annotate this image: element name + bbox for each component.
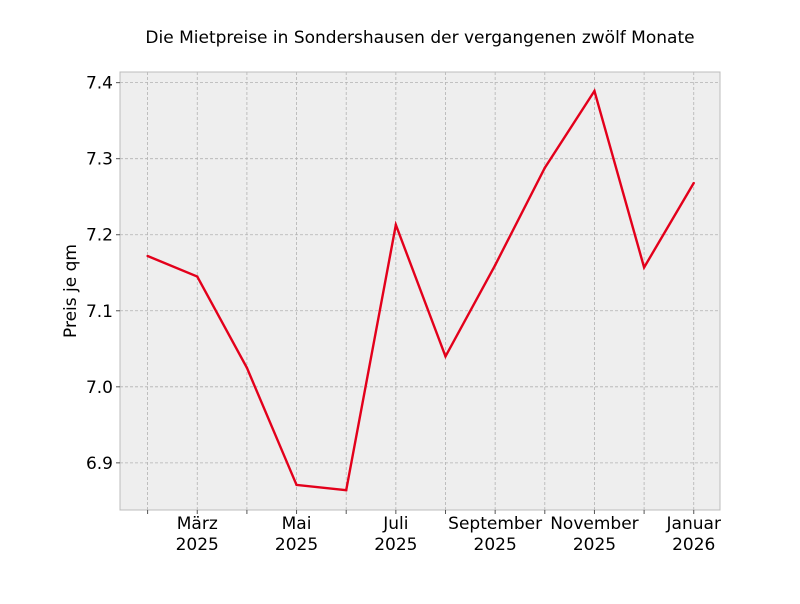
data-point [196,275,199,278]
data-point [493,263,497,267]
y-tick-label: 6.9 [86,454,113,474]
y-tick-label: 7.3 [86,150,113,170]
x-tick-label-month: November [550,514,638,534]
y-axis-label: Preis je qm [61,244,81,338]
y-tick-label: 7.1 [86,302,113,322]
data-point [692,181,695,185]
data-point [245,366,249,370]
chart-title: Die Mietpreise in Sondershausen der verg… [145,28,694,48]
data-point [444,355,447,358]
x-tick-label-month: Januar [666,514,721,534]
data-point [295,483,298,487]
x-tick-label-year: 2025 [176,535,219,555]
data-point [642,266,646,269]
x-tick-label-year: 2025 [474,535,517,555]
grid-lines [120,72,720,510]
x-tick-label-year: 2025 [275,535,318,555]
x-tick-label-year: 2025 [573,535,616,555]
y-axis: 6.9 7.0 7.1 7.2 7.3 7.4 [86,74,120,474]
x-tick-label-month: März [177,514,218,534]
x-tick-label-month: Juli [382,514,408,534]
y-tick-label: 7.4 [86,74,113,94]
data-point [593,89,596,93]
data-point [543,166,546,170]
x-tick-label-month: Mai [282,514,312,534]
y-tick-label: 7.2 [86,226,113,246]
series-line [147,88,695,492]
x-tick-label-year: 2026 [672,535,715,555]
data-point [345,489,348,492]
data-point [394,223,398,227]
x-tick-label-month: September [448,514,542,534]
x-tick-label-year: 2025 [374,535,417,555]
y-tick-label: 7.0 [86,378,113,398]
series-layer [146,88,695,492]
data-point [146,254,149,258]
plot-frame [119,71,721,511]
x-axis: März2025Mai2025Juli2025September2025Nove… [147,510,721,555]
